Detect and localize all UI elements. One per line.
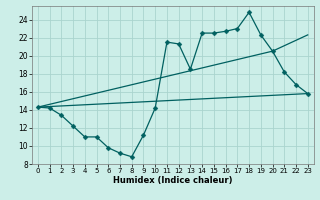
X-axis label: Humidex (Indice chaleur): Humidex (Indice chaleur) bbox=[113, 176, 233, 185]
